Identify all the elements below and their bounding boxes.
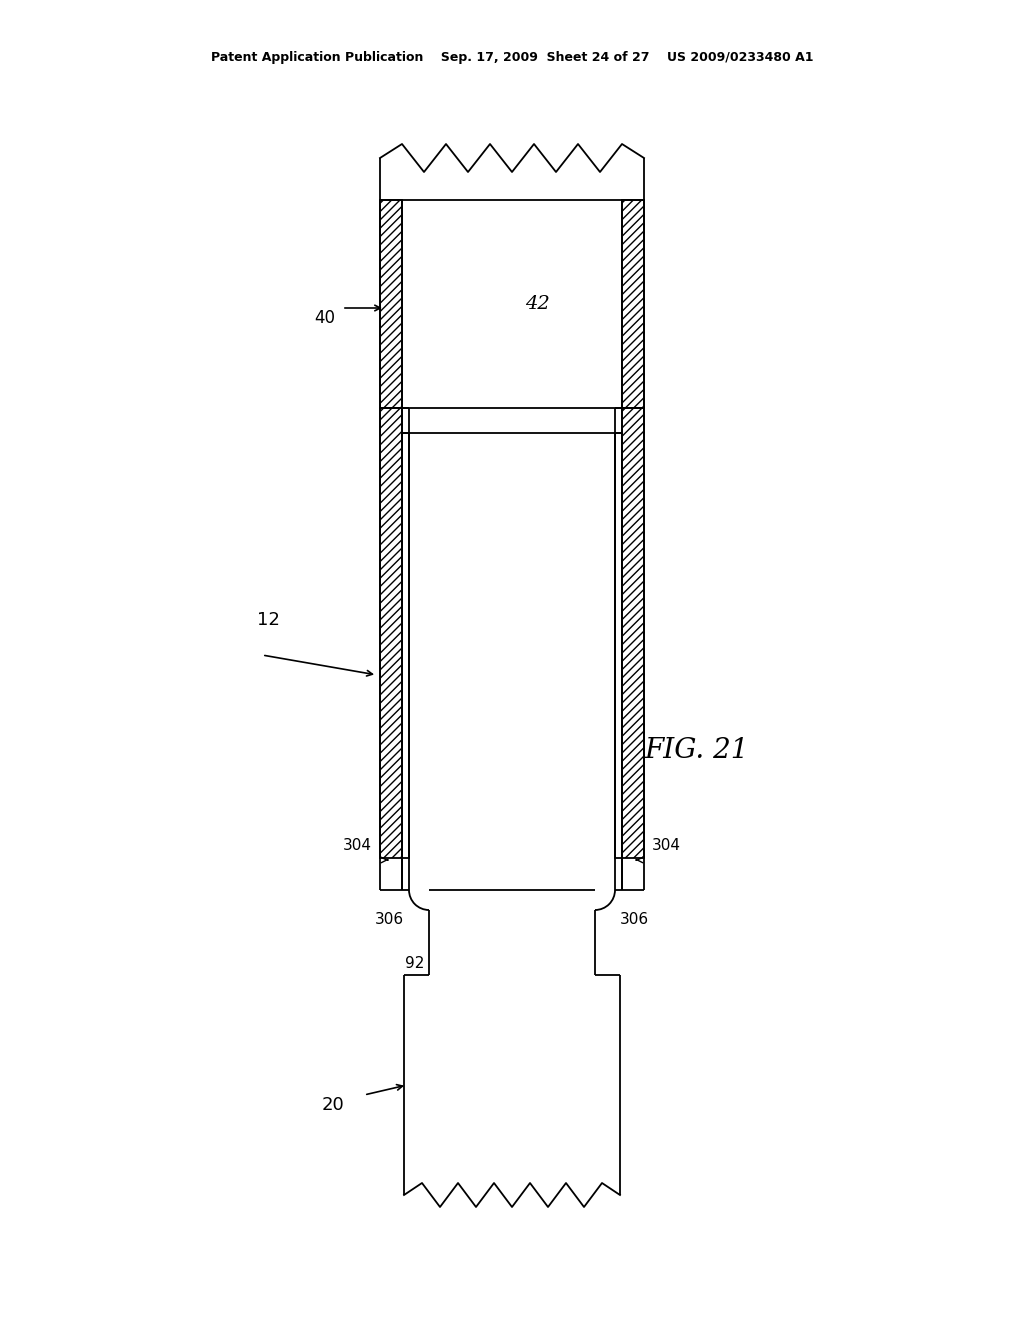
Text: 306: 306 (375, 912, 404, 928)
Text: 20: 20 (322, 1096, 344, 1114)
Text: 92: 92 (404, 956, 424, 970)
Bar (380, 201, 402, 408)
Bar (380, 408, 402, 858)
Text: 42: 42 (524, 294, 549, 313)
Text: 304: 304 (652, 838, 681, 854)
Bar (402, 433, 409, 858)
Text: FIG. 21: FIG. 21 (645, 737, 750, 763)
Text: Patent Application Publication    Sep. 17, 2009  Sheet 24 of 27    US 2009/02334: Patent Application Publication Sep. 17, … (211, 51, 813, 65)
Text: 40: 40 (314, 309, 336, 327)
Text: 12: 12 (257, 611, 280, 630)
Bar (622, 201, 644, 408)
Text: 306: 306 (620, 912, 649, 928)
Bar (622, 408, 644, 858)
Text: 304: 304 (343, 838, 372, 854)
Bar (615, 433, 622, 858)
